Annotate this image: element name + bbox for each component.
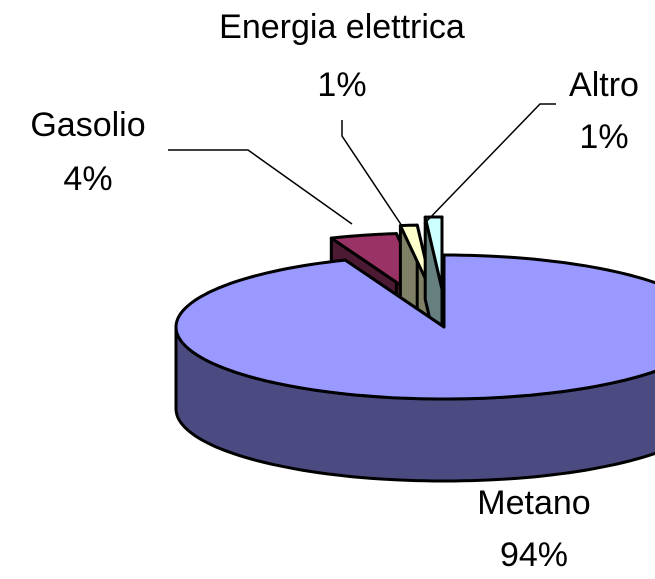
slice-altro-top — [423, 215, 444, 291]
slice-metano-top — [174, 253, 655, 401]
slice-percent-altro: 1% — [579, 118, 628, 156]
slice-percent-energia-elettrica: 1% — [317, 66, 366, 104]
slice-metano — [174, 253, 655, 483]
slice-name-gasolio: Gasolio — [30, 106, 145, 144]
leader-lines — [168, 103, 556, 227]
leader-line-energia-elettrica — [341, 120, 403, 227]
slice-name-metano: Metano — [477, 484, 590, 522]
slice-name-energia-elettrica: Energia elettrica — [219, 8, 465, 46]
leader-line-altro — [423, 103, 556, 225]
slice-percent-metano: 94% — [500, 536, 568, 574]
slice-percent-gasolio: 4% — [63, 160, 112, 198]
pie-slices — [174, 215, 655, 483]
slice-name-altro: Altro — [569, 66, 639, 104]
leader-line-gasolio — [168, 149, 353, 225]
